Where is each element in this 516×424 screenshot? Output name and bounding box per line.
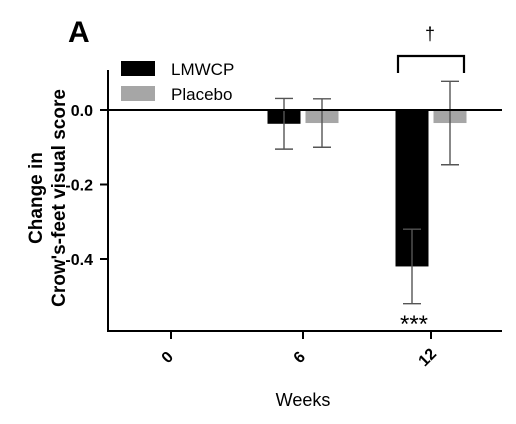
x-tick-label: 12	[416, 345, 441, 370]
y-tick-label: -0.4	[65, 252, 93, 269]
y-axis-title-line-2: Crow's-feet visual score	[49, 89, 70, 307]
y-tick-label: 0.0	[71, 103, 93, 120]
x-axis-title: Weeks	[276, 390, 331, 410]
bracket-dagger: †	[425, 24, 435, 44]
significance-bracket: †	[396, 24, 466, 73]
significance-stars: ***	[400, 311, 428, 338]
y-tick-label: -0.2	[65, 178, 93, 195]
bracket-line	[396, 54, 466, 73]
x-tick-label: 0	[159, 349, 177, 367]
y-axis-title-line-1: Change in	[26, 152, 47, 244]
panel-label: A	[68, 16, 90, 49]
y-axis-title: Change in Crow's-feet visual score	[26, 89, 70, 307]
legend-label-lmwcp: LMWCP	[171, 60, 234, 79]
legend-label-placebo: Placebo	[171, 85, 232, 104]
x-tick-label: 6	[291, 349, 309, 367]
legend-swatch-lmwcp	[121, 61, 155, 76]
legend-swatch-placebo	[121, 86, 155, 101]
legend: LMWCP Placebo	[121, 60, 234, 104]
